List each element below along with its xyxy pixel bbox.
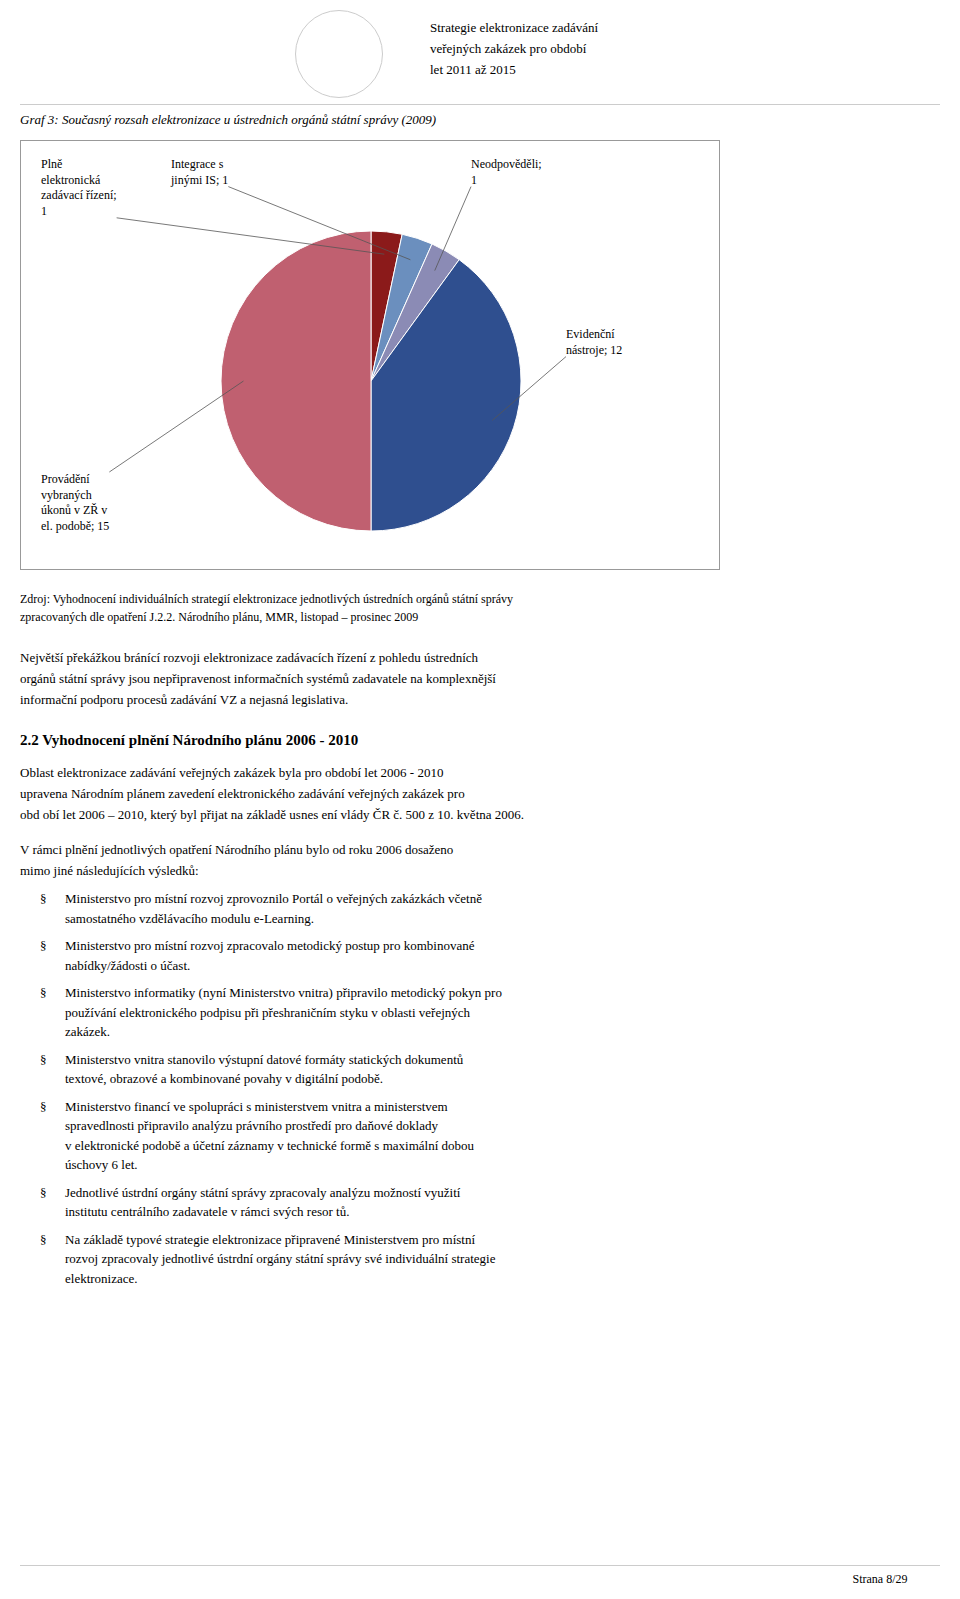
- bullet-list: §Ministerstvo pro místní rozvoj zprovozn…: [20, 889, 940, 1288]
- bullet-text: Ministerstvo vnitra stanovilo výstupní d…: [65, 1050, 463, 1089]
- label-line: Evidenční: [566, 327, 615, 341]
- bullet-symbol: §: [40, 1230, 65, 1289]
- paragraph: V rámci plnění jednotlivých opatření Nár…: [20, 840, 940, 882]
- pie-chart: Plně elektronickázadávací řízení; 1 Integra…: [20, 140, 720, 570]
- label-line: Integrace s: [171, 157, 224, 171]
- slice-labels: Plně elektronickázadávací řízení; 1 Integra…: [41, 157, 622, 533]
- leader-line: [492, 357, 566, 421]
- bullet-symbol: §: [40, 1183, 65, 1222]
- bullet-item: §Ministerstvo financí ve spolupráci s mi…: [20, 1097, 940, 1175]
- label-line: 1: [41, 204, 47, 218]
- chart-title: Graf 3: Současný rozsah elektronizace u …: [20, 112, 436, 128]
- text-body: Zdroj: Vyhodnocení individuálních strate…: [20, 590, 940, 1288]
- logo-placeholder: [295, 10, 383, 98]
- footer-rule: [20, 1565, 940, 1566]
- bullet-text: Ministerstvo financí ve spolupráci s min…: [65, 1097, 474, 1175]
- leader-lines: [109, 187, 566, 472]
- header-rule: [20, 104, 940, 105]
- bullet-item: §Ministerstvo pro místní rozvoj zpracova…: [20, 936, 940, 975]
- pie-slice: [371, 260, 521, 531]
- bullet-item: §Ministerstvo pro místní rozvoj zprovozn…: [20, 889, 940, 928]
- bullet-item: §Jednotlivé ústrdní orgány státní správy…: [20, 1183, 940, 1222]
- bullet-symbol: §: [40, 1050, 65, 1089]
- bullet-symbol: §: [40, 1097, 65, 1175]
- label-line: jinými IS; 1: [170, 173, 228, 187]
- label-line: Plně: [41, 157, 62, 171]
- slice-label: Neodpověděli; 1: [471, 157, 542, 187]
- bullet-text: Na základě typové strategie elektronizac…: [65, 1230, 495, 1289]
- page: Strategie elektronizace zadávání veřejný…: [0, 0, 960, 1599]
- section-title: 2.2 Vyhodnocení plnění Národního plánu 2…: [20, 732, 940, 749]
- source-note: Zdroj: Vyhodnocení individuálních strate…: [20, 590, 940, 626]
- slice-label: Evidenční nástroje; 12: [566, 327, 622, 357]
- bullet-text: Ministerstvo pro místní rozvoj zpracoval…: [65, 936, 474, 975]
- label-line: elektronická: [41, 173, 101, 187]
- bullet-item: §Na základě typové strategie elektroniza…: [20, 1230, 940, 1289]
- leader-line: [109, 381, 243, 472]
- label-line: el. podobě; 15: [41, 519, 109, 533]
- label-line: nástroje; 12: [566, 343, 622, 357]
- label-line: úkonů v ZŘ v: [41, 503, 107, 517]
- label-line: 1: [471, 173, 477, 187]
- bullet-symbol: §: [40, 983, 65, 1042]
- page-footer: Strana 8/29: [800, 1572, 960, 1587]
- bullet-symbol: §: [40, 889, 65, 928]
- label-line: Provádění: [41, 472, 90, 486]
- slice-label: Provádění vybranýchúkonů v ZŘ v el. podobě…: [41, 472, 109, 533]
- bullet-text: Ministerstvo informatiky (nyní Ministers…: [65, 983, 502, 1042]
- label-line: zadávací řízení;: [41, 188, 117, 202]
- paragraph: Největší překážkou bránící rozvoji elekt…: [20, 648, 940, 710]
- paragraph: Oblast elektronizace zadávání veřejných …: [20, 763, 940, 825]
- label-line: Neodpověděli;: [471, 157, 542, 171]
- label-line: vybraných: [41, 488, 92, 502]
- bullet-symbol: §: [40, 936, 65, 975]
- leader-line: [117, 218, 385, 254]
- slice-label: Integrace s jinými IS; 1: [170, 157, 228, 187]
- leader-line: [435, 187, 471, 271]
- bullet-text: Ministerstvo pro místní rozvoj zprovozni…: [65, 889, 482, 928]
- bullet-text: Jednotlivé ústrdní orgány státní správy …: [65, 1183, 460, 1222]
- leader-line: [228, 187, 410, 260]
- page-header: Strategie elektronizace zadávání veřejný…: [430, 18, 598, 80]
- slice-label: Plně elektronickázadávací řízení; 1: [41, 157, 117, 218]
- bullet-item: §Ministerstvo vnitra stanovilo výstupní …: [20, 1050, 940, 1089]
- bullet-item: §Ministerstvo informatiky (nyní Minister…: [20, 983, 940, 1042]
- slices: [221, 231, 521, 531]
